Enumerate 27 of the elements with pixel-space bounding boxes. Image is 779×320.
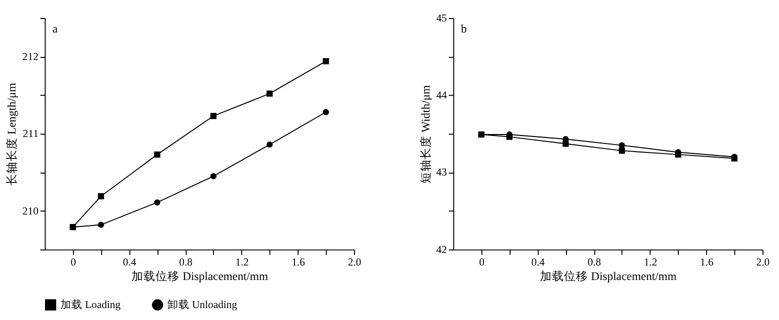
x-tick-label: 0.8 — [179, 256, 192, 269]
x-tick-label: 2.0 — [348, 256, 362, 269]
x-tick-label: 0.4 — [122, 256, 137, 269]
x-tick-label: 0.4 — [531, 256, 546, 269]
x-tick-label: 2.0 — [756, 256, 770, 269]
y-tick-label: 210 — [22, 205, 38, 218]
legend-label: 加载 Loading — [60, 298, 122, 311]
y-tick-label: 42 — [436, 244, 447, 256]
x-tick-label: 1.6 — [292, 256, 306, 269]
chart-title: b — [460, 22, 467, 36]
y-tick-label: 45 — [436, 12, 447, 24]
x-axis-title: 加载位移 Displacement/mm — [540, 270, 677, 284]
x-tick-label: 0 — [479, 256, 484, 269]
y-tick-label: 44 — [436, 90, 448, 102]
y-tick-label: 212 — [22, 50, 38, 63]
chart-title: a — [52, 22, 59, 36]
x-axis-title: 加载位移 Displacement/mm — [132, 270, 268, 284]
y-tick-label: 43 — [436, 166, 447, 179]
y-tick-label: 211 — [22, 128, 38, 140]
x-tick-label: 1.6 — [700, 256, 714, 269]
x-tick-label: 0.8 — [588, 256, 601, 269]
legend-label: 卸载 Unloading — [167, 298, 238, 311]
x-tick-label: 1.2 — [235, 256, 249, 269]
x-tick-label: 0 — [70, 256, 76, 269]
x-tick-label: 1.2 — [644, 256, 658, 269]
y-axis-title: 长轴长度 Length/μm — [4, 82, 19, 186]
y-axis-title: 短轴长度 Width/μm — [418, 85, 432, 184]
